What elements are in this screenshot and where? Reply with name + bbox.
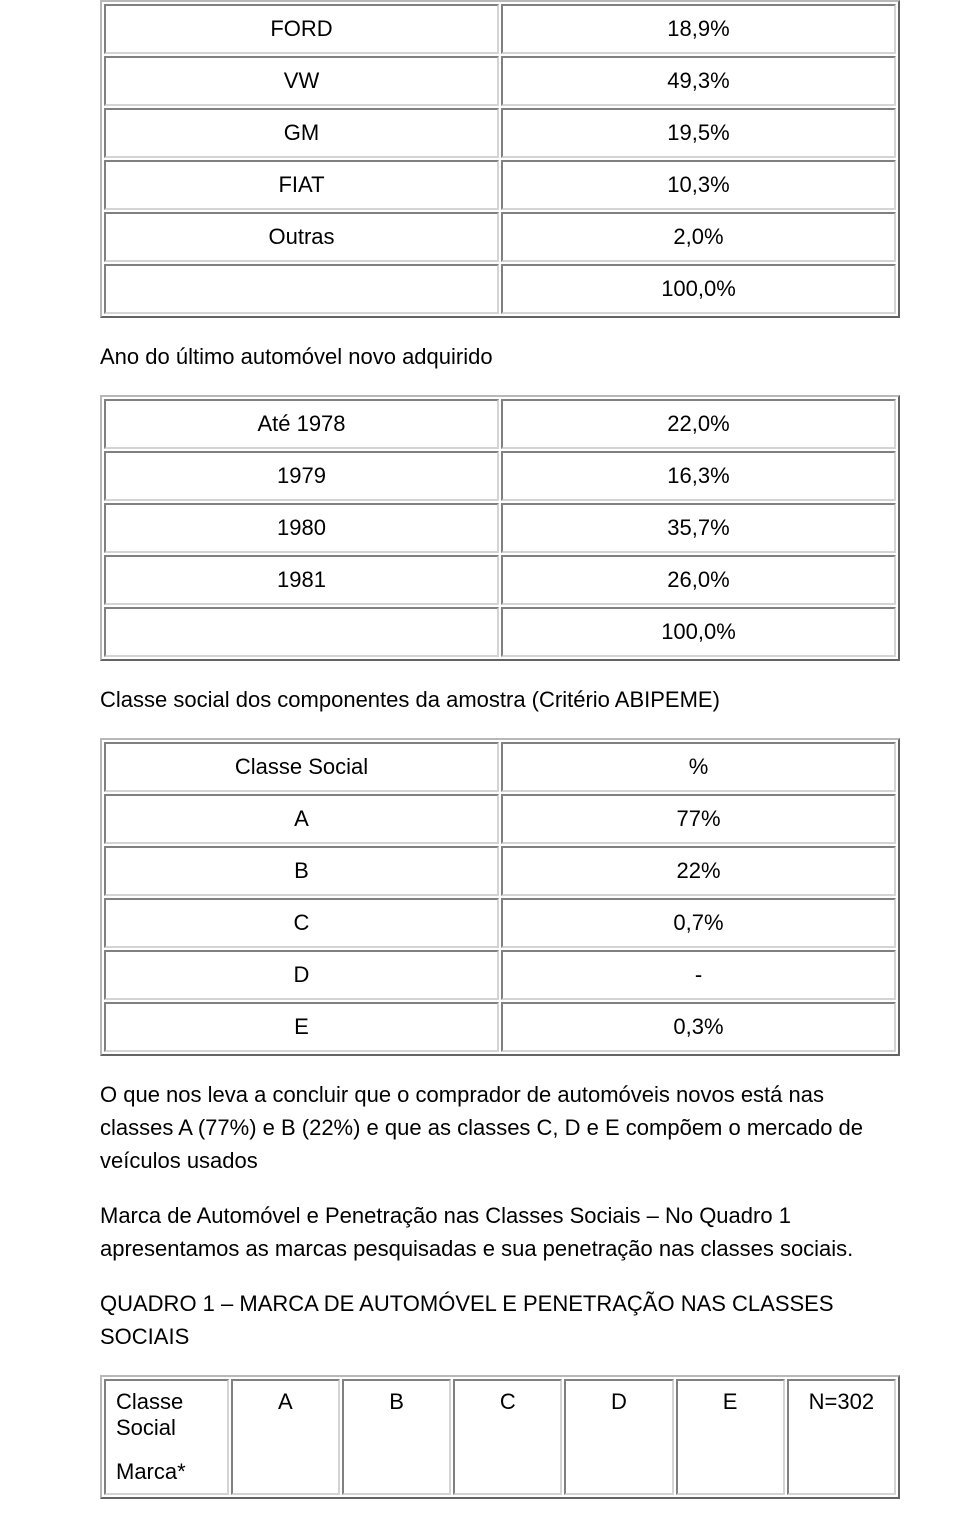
quadro1-header-row: Classe Social Marca* A B C D E N=302 xyxy=(104,1379,896,1495)
brand-share-row: 100,0% xyxy=(104,264,896,314)
brand-share-table: FORD18,9%VW49,3%GM19,5%FIAT10,3%Outras2,… xyxy=(100,0,900,318)
social-class-row: A77% xyxy=(104,794,896,844)
year-row: 100,0% xyxy=(104,607,896,657)
brand-share-label: FORD xyxy=(104,4,499,54)
social-class-row: Classe Social% xyxy=(104,742,896,792)
brand-share-row: FORD18,9% xyxy=(104,4,896,54)
brand-share-label: GM xyxy=(104,108,499,158)
brand-share-value: 49,3% xyxy=(501,56,896,106)
social-class-table: Classe Social%A77%B22%C0,7%D-E0,3% xyxy=(100,738,900,1056)
brand-share-value: 18,9% xyxy=(501,4,896,54)
year-value: 16,3% xyxy=(501,451,896,501)
quadro1-col-e: E xyxy=(676,1379,785,1495)
social-class-row: C0,7% xyxy=(104,898,896,948)
heading-classe: Classe social dos componentes da amostra… xyxy=(100,683,900,716)
quadro1-table: Classe Social Marca* A B C D E N=302 xyxy=(100,1375,900,1499)
social-class-value: 22% xyxy=(501,846,896,896)
brand-share-label: VW xyxy=(104,56,499,106)
brand-share-label: Outras xyxy=(104,212,499,262)
quadro1-header-left: Classe Social Marca* xyxy=(104,1379,229,1495)
year-label xyxy=(104,607,499,657)
quadro1-col-b: B xyxy=(342,1379,451,1495)
year-table: Até 197822,0%197916,3%198035,7%198126,0%… xyxy=(100,395,900,661)
brand-share-value: 2,0% xyxy=(501,212,896,262)
year-value: 100,0% xyxy=(501,607,896,657)
quadro1-header-left-line2: Marca* xyxy=(116,1459,217,1485)
quadro1-col-a: A xyxy=(231,1379,340,1495)
social-class-label: Classe Social xyxy=(104,742,499,792)
social-class-value: 0,3% xyxy=(501,1002,896,1052)
year-row: 198126,0% xyxy=(104,555,896,605)
social-class-row: D- xyxy=(104,950,896,1000)
quadro1-title: QUADRO 1 – MARCA DE AUTOMÓVEL E PENETRAÇ… xyxy=(100,1287,900,1353)
brand-share-label xyxy=(104,264,499,314)
year-row: 197916,3% xyxy=(104,451,896,501)
heading-ano: Ano do último automóvel novo adquirido xyxy=(100,340,900,373)
brand-share-row: VW49,3% xyxy=(104,56,896,106)
brand-share-value: 100,0% xyxy=(501,264,896,314)
social-class-row: E0,3% xyxy=(104,1002,896,1052)
brand-share-row: Outras2,0% xyxy=(104,212,896,262)
year-label: 1980 xyxy=(104,503,499,553)
brand-share-row: GM19,5% xyxy=(104,108,896,158)
quadro1-col-c: C xyxy=(453,1379,562,1495)
year-row: 198035,7% xyxy=(104,503,896,553)
brand-share-row: FIAT10,3% xyxy=(104,160,896,210)
quadro1-col-d: D xyxy=(564,1379,673,1495)
social-class-row: B22% xyxy=(104,846,896,896)
conclusion-paragraph: O que nos leva a concluir que o comprado… xyxy=(100,1078,900,1177)
brand-share-value: 19,5% xyxy=(501,108,896,158)
quadro1-col-n: N=302 xyxy=(787,1379,896,1495)
social-class-label: D xyxy=(104,950,499,1000)
year-value: 26,0% xyxy=(501,555,896,605)
quadro1-header-left-line1: Classe Social xyxy=(116,1389,217,1441)
year-label: Até 1978 xyxy=(104,399,499,449)
year-value: 22,0% xyxy=(501,399,896,449)
social-class-label: C xyxy=(104,898,499,948)
year-label: 1979 xyxy=(104,451,499,501)
social-class-label: A xyxy=(104,794,499,844)
social-class-value: 0,7% xyxy=(501,898,896,948)
social-class-label: B xyxy=(104,846,499,896)
social-class-value: % xyxy=(501,742,896,792)
social-class-value: 77% xyxy=(501,794,896,844)
brand-share-label: FIAT xyxy=(104,160,499,210)
brand-share-value: 10,3% xyxy=(501,160,896,210)
social-class-value: - xyxy=(501,950,896,1000)
brand-penetration-paragraph: Marca de Automóvel e Penetração nas Clas… xyxy=(100,1199,900,1265)
year-label: 1981 xyxy=(104,555,499,605)
year-row: Até 197822,0% xyxy=(104,399,896,449)
social-class-label: E xyxy=(104,1002,499,1052)
year-value: 35,7% xyxy=(501,503,896,553)
